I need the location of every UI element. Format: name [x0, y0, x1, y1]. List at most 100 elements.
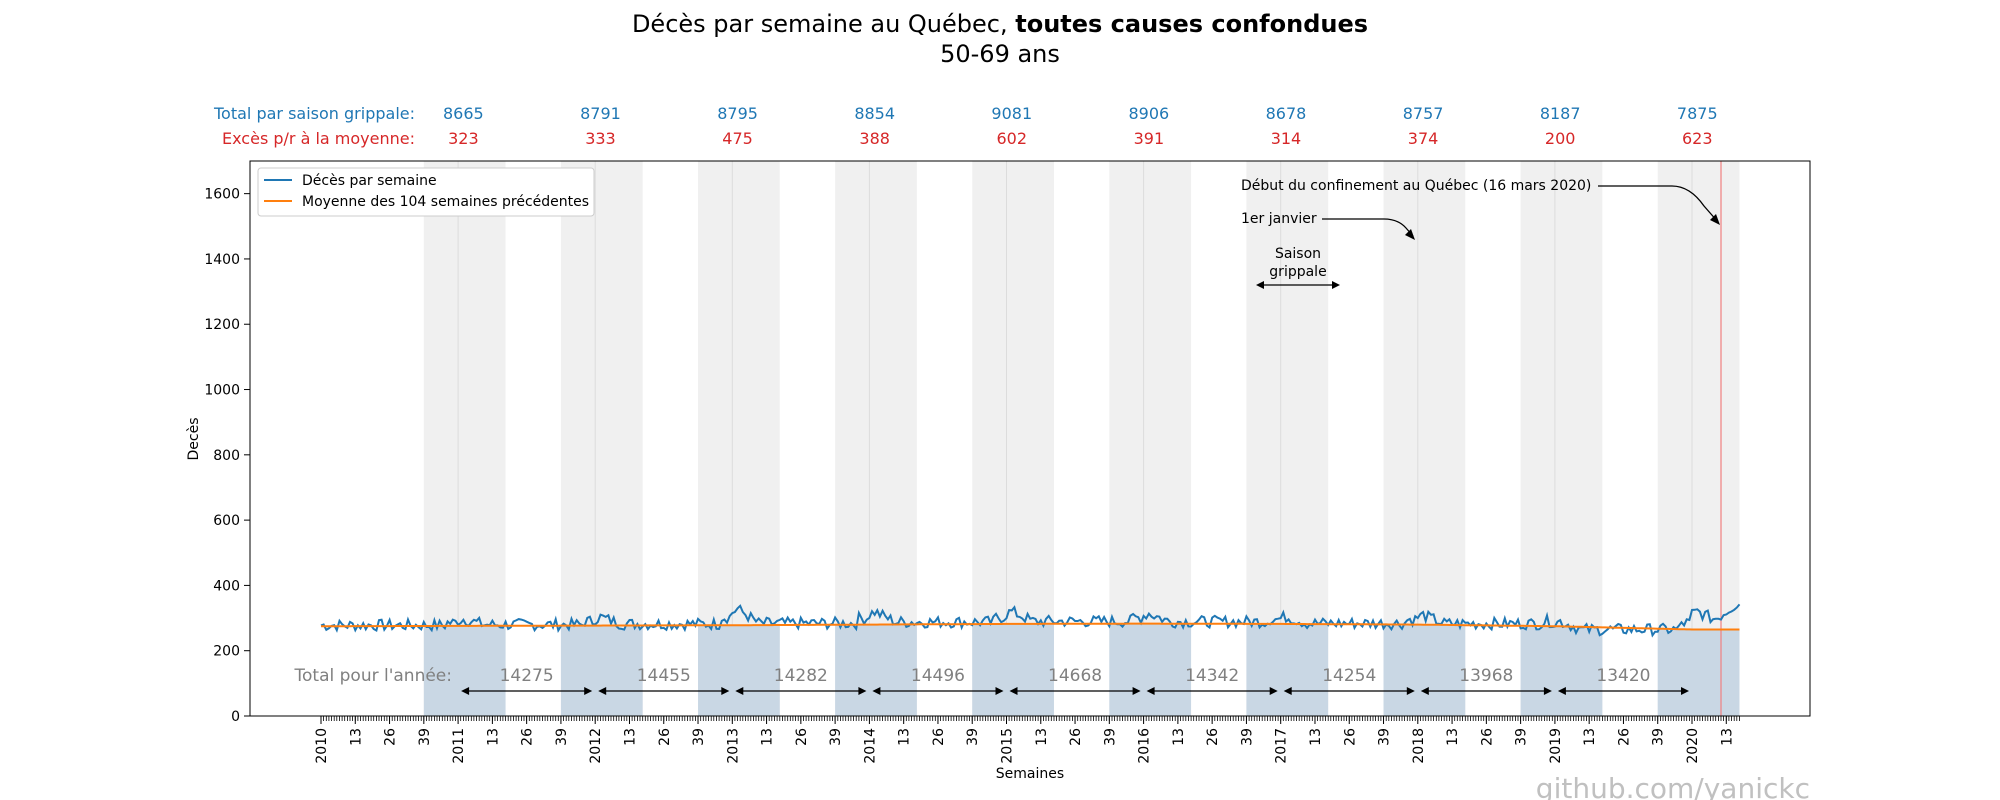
season-excess-value: 391 [1134, 129, 1165, 148]
x-tick-label: 13 [1719, 728, 1735, 746]
x-tick-label: 26 [1342, 728, 1358, 746]
x-tick-label: 2010 [314, 728, 330, 764]
y-tick-label: 1400 [204, 252, 240, 268]
season-excess-value: 623 [1682, 129, 1713, 148]
season-excess-value: 388 [859, 129, 890, 148]
year-bracket-arrowhead-right [1269, 687, 1278, 695]
x-tick-label: 39 [1239, 728, 1255, 746]
x-tick-label: 39 [1102, 728, 1118, 746]
season-total-value: 8795 [717, 104, 758, 123]
x-tick-label: 26 [520, 728, 536, 746]
year-bracket-arrowhead-left [735, 687, 744, 695]
year-totals: 14275 14455 14282 14496 14668 14342 14254 13968… [461, 666, 1689, 695]
y-axis: 0 200 400 600 800 1000 1200 1400 1600 [204, 187, 250, 725]
x-tick-label: 13 [1308, 728, 1324, 746]
x-tick-label: 13 [485, 728, 501, 746]
season-total-value: 7875 [1677, 104, 1718, 123]
y-tick-label: 1200 [204, 317, 240, 333]
x-tick-label: 39 [1514, 728, 1530, 746]
x-tick-label: 39 [828, 728, 844, 746]
annotation-season-line1: Saison [1275, 246, 1321, 262]
season-total-label: Total par saison grippale: [213, 104, 415, 123]
year-bracket-arrowhead-right [1681, 687, 1689, 695]
chart-subtitle: 50-69 ans [940, 40, 1060, 68]
legend-label-deces: Décès par semaine [302, 173, 437, 189]
annotation-season-line2: grippale [1269, 264, 1326, 280]
year-total-label: Total pour l'année: [294, 666, 452, 686]
x-tick-label: 13 [897, 728, 913, 746]
year-bracket-arrowhead-right [1132, 687, 1141, 695]
year-bracket-arrowhead-left [872, 687, 881, 695]
x-tick-label: 2019 [1548, 728, 1564, 764]
legend: Décès par semaine Moyenne des 104 semain… [257, 167, 595, 217]
season-total-value: 8757 [1403, 104, 1444, 123]
annotation-season: Saison grippale [1256, 246, 1340, 289]
season-excess-value: 314 [1271, 129, 1302, 148]
year-bracket-arrowhead-left [1420, 687, 1429, 695]
y-tick-label: 1600 [204, 187, 240, 203]
year-total-value: 13968 [1459, 666, 1513, 686]
annotation-confinement-text: Début du confinement au Québec (16 mars … [1241, 178, 1591, 194]
season-total-value: 8665 [443, 104, 484, 123]
year-bracket-arrowhead-right [1543, 687, 1552, 695]
year-total-value: 14342 [1185, 666, 1239, 686]
x-tick-label: 26 [1616, 728, 1632, 746]
x-tick-label: 2015 [1000, 728, 1016, 764]
x-tick-label: 2011 [451, 728, 467, 764]
year-total-value: 14275 [500, 666, 554, 686]
year-total-value: 14254 [1322, 666, 1376, 686]
year-total-value: 14282 [774, 666, 828, 686]
watermark: github.com/yanickc [1536, 772, 1810, 800]
x-tick-label: 2018 [1411, 728, 1427, 764]
x-tick-label: 2012 [588, 728, 604, 764]
chart-title: Décès par semaine au Québec, toutes caus… [632, 10, 1368, 38]
y-tick-label: 800 [213, 448, 240, 464]
x-tick-label: 26 [931, 728, 947, 746]
y-tick-label: 0 [231, 709, 240, 725]
year-total-value: 13420 [1596, 666, 1650, 686]
year-bracket-arrowhead-right [858, 687, 867, 695]
y-tick-label: 200 [213, 644, 240, 660]
x-tick-label: 2014 [862, 728, 878, 764]
y-tick-label: 600 [213, 513, 240, 529]
x-tick-label: 26 [657, 728, 673, 746]
season-excess-value: 374 [1408, 129, 1439, 148]
x-tick-label: 13 [1034, 728, 1050, 746]
x-tick-label: 39 [1651, 728, 1667, 746]
x-tick-label: 13 [1582, 728, 1598, 746]
x-tick-label: 39 [965, 728, 981, 746]
x-tick-label: 13 [1171, 728, 1187, 746]
annotation-jan1: 1er janvier [1241, 211, 1415, 240]
annotation-season-arrowhead-left [1256, 281, 1264, 289]
x-tick-label: 13 [760, 728, 776, 746]
annotation-jan1-text: 1er janvier [1241, 211, 1317, 227]
year-bracket-arrowhead-left [461, 687, 470, 695]
season-total-value: 8678 [1266, 104, 1307, 123]
year-boundary-lines [457, 161, 1693, 716]
series-average-line [321, 622, 1740, 631]
season-excess-value: 323 [448, 129, 479, 148]
year-bracket-arrowhead-right [1406, 687, 1415, 695]
season-total-value: 8854 [854, 104, 895, 123]
annotation-season-arrowhead-right [1332, 281, 1340, 289]
year-total-value: 14668 [1048, 666, 1102, 686]
x-tick-label: 26 [1068, 728, 1084, 746]
annotation-confinement-arrow [1598, 185, 1719, 223]
season-total-value: 8906 [1129, 104, 1170, 123]
season-rows: 8665 323 8791 333 8795 475 8854 388 9081 602 8906 3… [443, 104, 1718, 148]
x-tick-label: 26 [794, 728, 810, 746]
x-tick-label: 13 [348, 728, 364, 746]
year-bracket-arrowhead-left [1146, 687, 1155, 695]
year-bracket-arrowhead-left [598, 687, 607, 695]
season-band [1657, 161, 1740, 716]
year-bracket-arrowhead-right [721, 687, 730, 695]
x-tick-label: 2013 [725, 728, 741, 764]
y-axis-label: Decès [186, 418, 202, 461]
season-total-value: 9081 [991, 104, 1032, 123]
x-tick-label: 2016 [1137, 728, 1153, 764]
x-tick-label: 26 [1205, 728, 1221, 746]
y-tick-label: 400 [213, 578, 240, 594]
season-total-value: 8187 [1540, 104, 1581, 123]
x-minor-ticks [320, 716, 1740, 721]
